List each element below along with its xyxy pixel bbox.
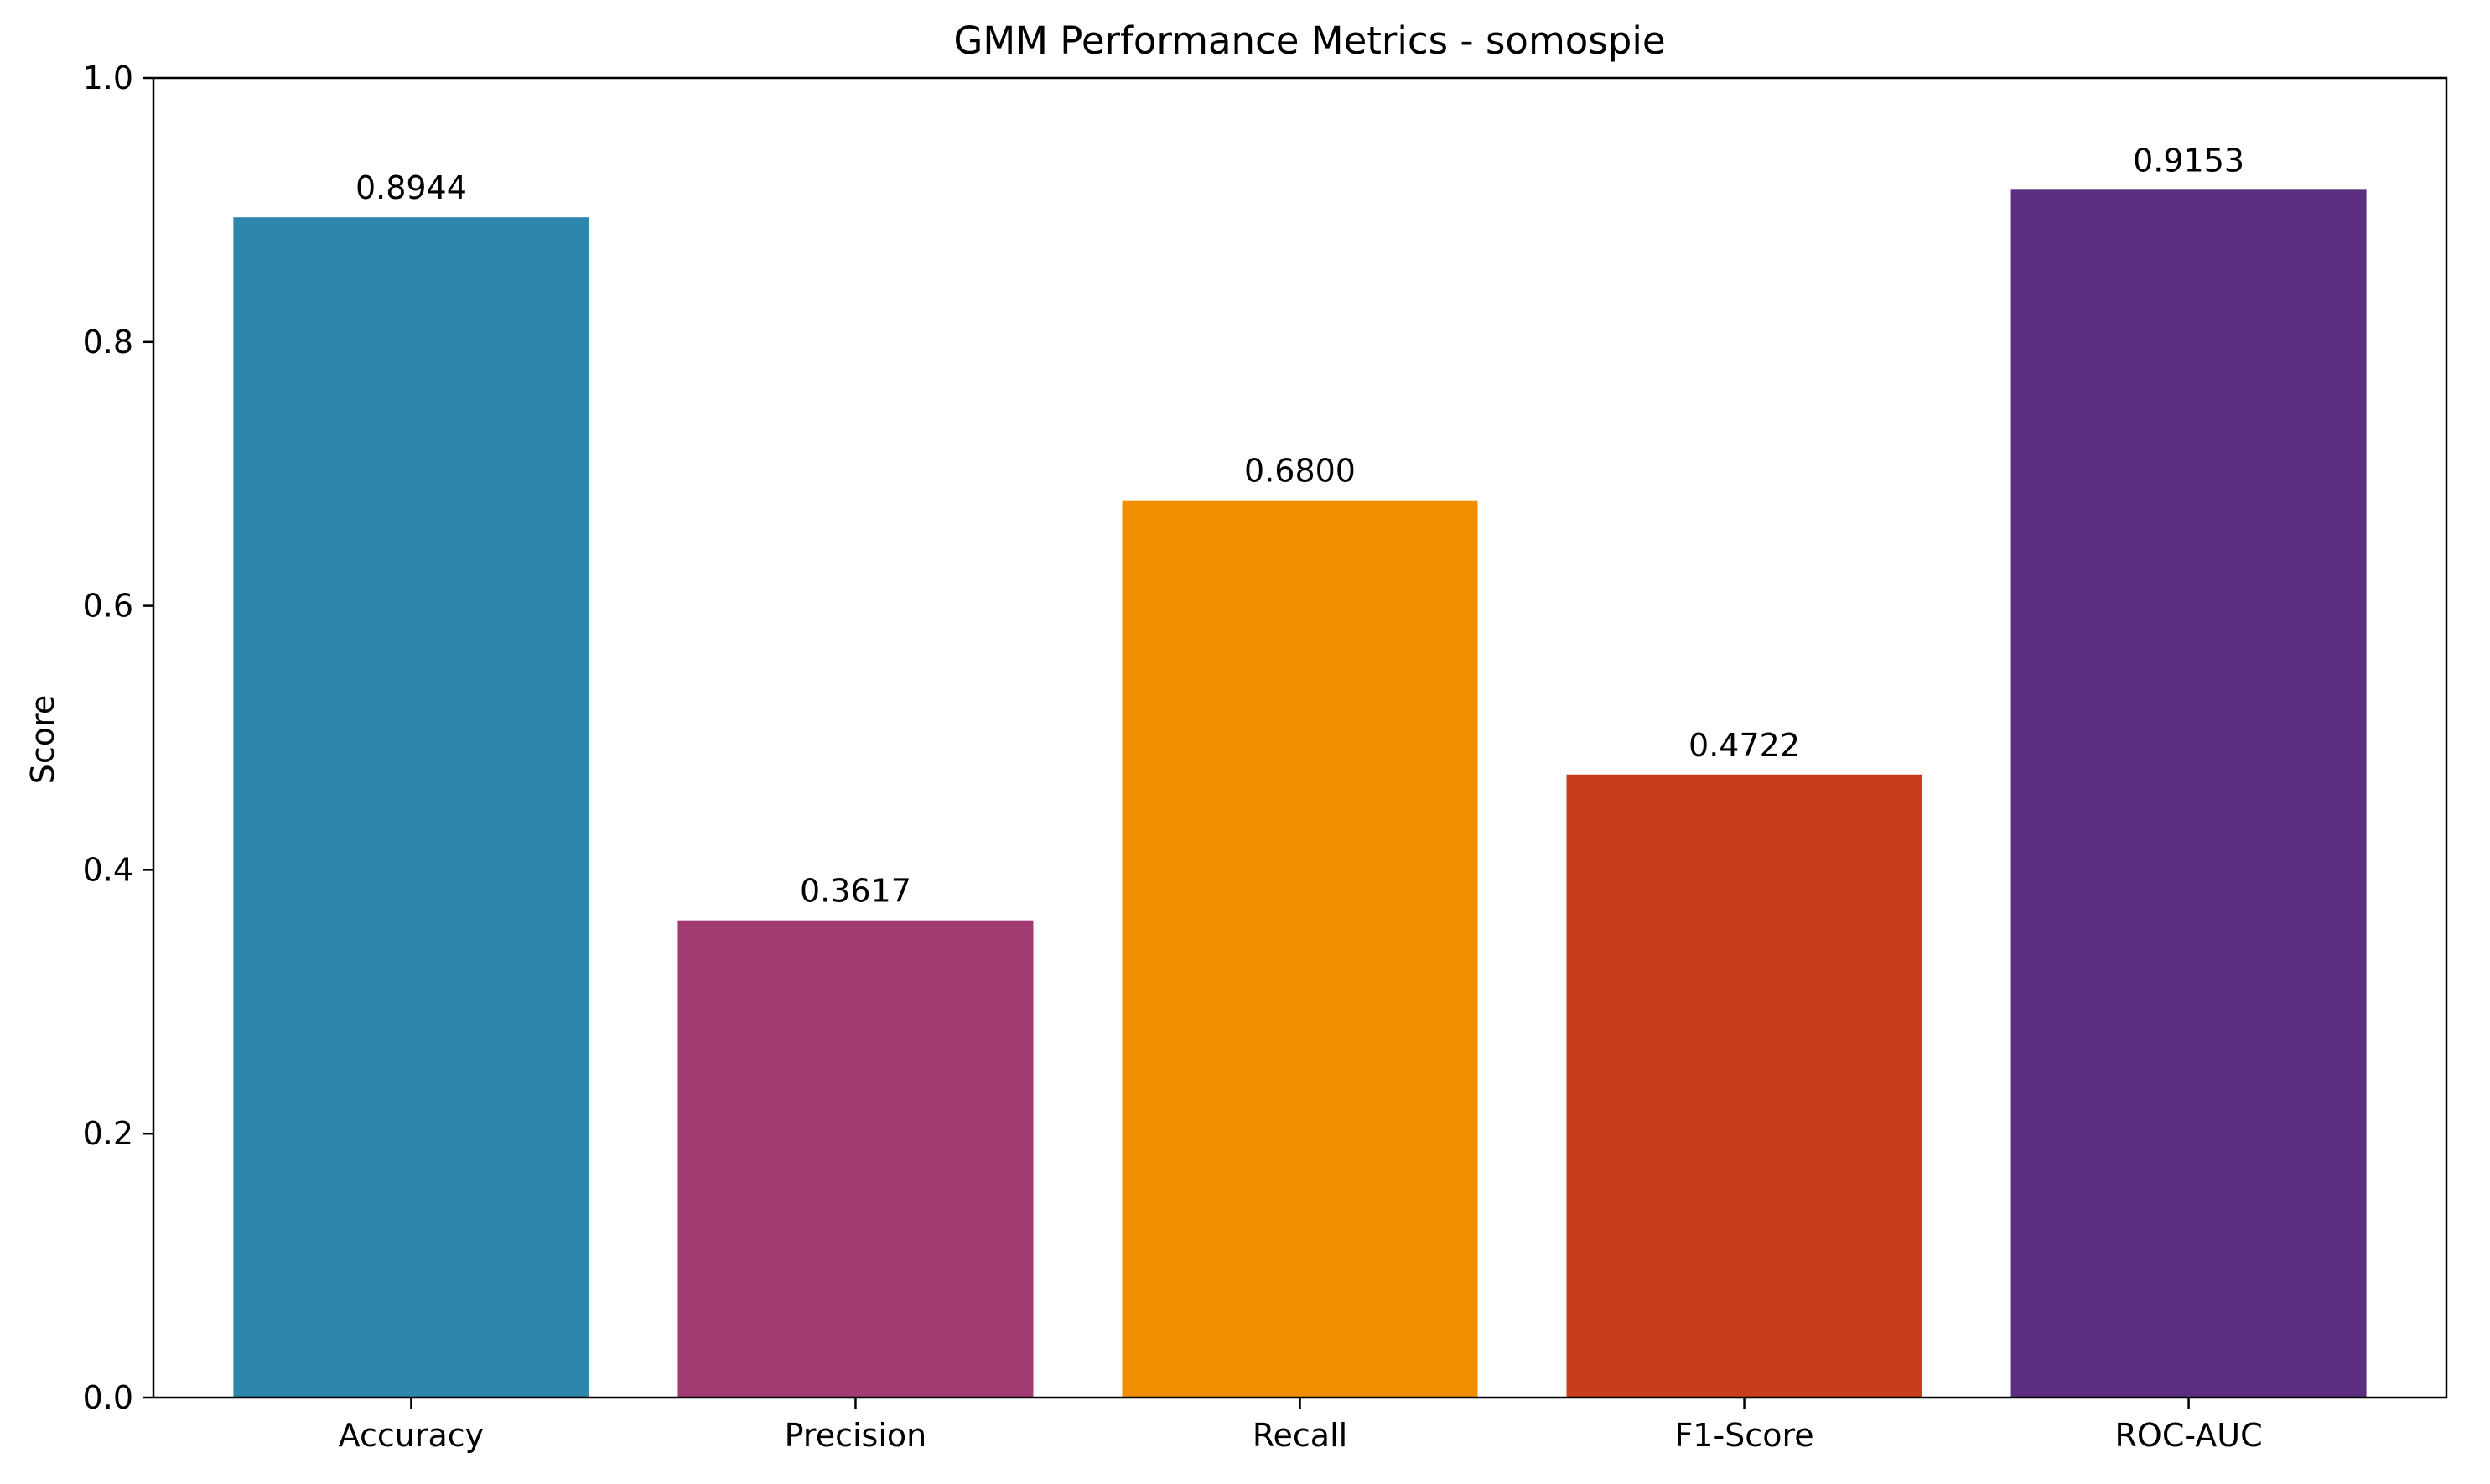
bar-roc-auc: [2010, 189, 2367, 1398]
bar-precision: [677, 920, 1034, 1398]
value-label-precision: 0.3617: [800, 873, 911, 910]
y-tick-label: 0.8: [83, 324, 133, 361]
value-label-recall: 0.6800: [1244, 453, 1356, 490]
x-axis: Accuracy Precision Recall F1-Score ROC-AUC: [339, 1398, 2263, 1454]
y-tick-label: 0.2: [83, 1115, 133, 1152]
value-label-roc-auc: 0.9153: [2133, 142, 2244, 179]
y-tick-label: 0.0: [83, 1379, 133, 1416]
value-label-accuracy: 0.8944: [355, 169, 467, 206]
x-tick-label: Accuracy: [339, 1417, 485, 1454]
value-labels-layer: 0.8944 0.3617 0.6800 0.4722 0.9153: [355, 142, 2244, 909]
x-tick-label: ROC-AUC: [2115, 1417, 2263, 1454]
chart-title: GMM Performance Metrics - somospie: [953, 18, 1665, 63]
bar-f1-score: [1566, 774, 1922, 1398]
y-tick-label: 0.6: [83, 588, 133, 625]
y-tick-label: 0.4: [83, 851, 133, 888]
x-tick-label: Precision: [785, 1417, 927, 1454]
y-tick-label: 1.0: [83, 60, 133, 96]
plot-frame: [152, 76, 2448, 1399]
bar-accuracy: [233, 217, 589, 1398]
x-tick-label: F1-Score: [1674, 1417, 1813, 1454]
y-axis: 0.0 0.2 0.4 0.6 0.8 1.0: [83, 60, 153, 1416]
bar-recall: [1122, 500, 1478, 1398]
y-axis-label: Score: [24, 695, 61, 784]
value-label-f1-score: 0.4722: [1689, 727, 1800, 764]
bars-layer: [233, 189, 2367, 1398]
x-tick-label: Recall: [1253, 1417, 1347, 1454]
